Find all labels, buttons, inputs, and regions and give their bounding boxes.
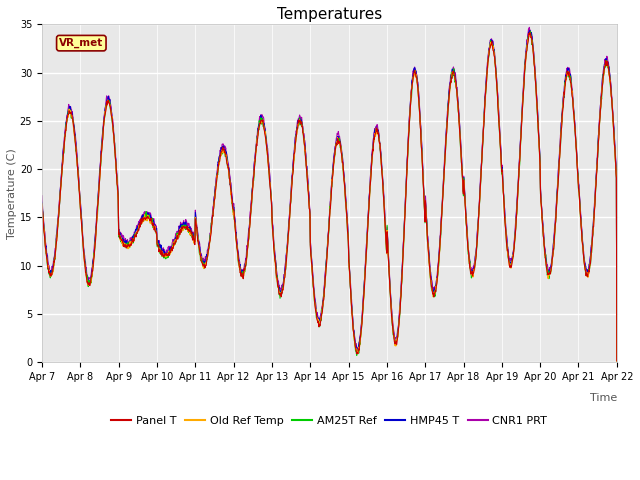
- Text: VR_met: VR_met: [59, 38, 104, 48]
- AM25T Ref: [527, 28, 534, 34]
- Legend: Panel T, Old Ref Temp, AM25T Ref, HMP45 T, CNR1 PRT: Panel T, Old Ref Temp, AM25T Ref, HMP45 …: [107, 412, 552, 431]
- Panel T: [230, 210, 238, 216]
- HMP45 T: [526, 28, 534, 34]
- HMP45 T: [545, 271, 553, 277]
- Panel T: [613, 358, 621, 363]
- Panel T: [526, 29, 534, 35]
- AM25T Ref: [494, 97, 502, 103]
- AM25T Ref: [152, 228, 159, 233]
- Panel T: [152, 229, 159, 235]
- Old Ref Temp: [613, 359, 621, 364]
- AM25T Ref: [545, 276, 553, 282]
- HMP45 T: [230, 208, 238, 214]
- AM25T Ref: [613, 353, 621, 359]
- Panel T: [494, 101, 502, 107]
- Old Ref Temp: [525, 32, 532, 37]
- HMP45 T: [613, 360, 621, 365]
- CNR1 PRT: [419, 163, 426, 169]
- CNR1 PRT: [494, 91, 502, 96]
- Title: Temperatures: Temperatures: [276, 7, 382, 22]
- AM25T Ref: [419, 168, 426, 174]
- AM25T Ref: [38, 201, 46, 206]
- CNR1 PRT: [230, 207, 238, 213]
- Text: Time: Time: [589, 393, 617, 403]
- CNR1 PRT: [166, 246, 173, 252]
- Old Ref Temp: [419, 167, 426, 172]
- CNR1 PRT: [613, 353, 621, 359]
- Panel T: [38, 201, 46, 206]
- Old Ref Temp: [152, 228, 159, 234]
- Line: HMP45 T: HMP45 T: [42, 31, 617, 362]
- Line: Old Ref Temp: Old Ref Temp: [42, 35, 617, 361]
- Panel T: [166, 249, 173, 255]
- HMP45 T: [419, 163, 426, 169]
- Old Ref Temp: [230, 211, 238, 216]
- Panel T: [545, 272, 553, 277]
- CNR1 PRT: [38, 193, 46, 199]
- AM25T Ref: [230, 216, 238, 222]
- HMP45 T: [38, 199, 46, 205]
- Old Ref Temp: [545, 273, 553, 278]
- CNR1 PRT: [525, 24, 533, 30]
- HMP45 T: [152, 225, 159, 231]
- Panel T: [419, 169, 426, 175]
- Line: CNR1 PRT: CNR1 PRT: [42, 27, 617, 356]
- CNR1 PRT: [152, 224, 159, 229]
- Y-axis label: Temperature (C): Temperature (C): [7, 148, 17, 239]
- CNR1 PRT: [545, 267, 553, 273]
- Line: AM25T Ref: AM25T Ref: [42, 31, 617, 356]
- Old Ref Temp: [494, 96, 502, 102]
- AM25T Ref: [166, 251, 173, 257]
- Old Ref Temp: [166, 252, 173, 257]
- HMP45 T: [166, 245, 173, 251]
- HMP45 T: [494, 95, 502, 100]
- Old Ref Temp: [38, 202, 46, 208]
- Line: Panel T: Panel T: [42, 32, 617, 360]
